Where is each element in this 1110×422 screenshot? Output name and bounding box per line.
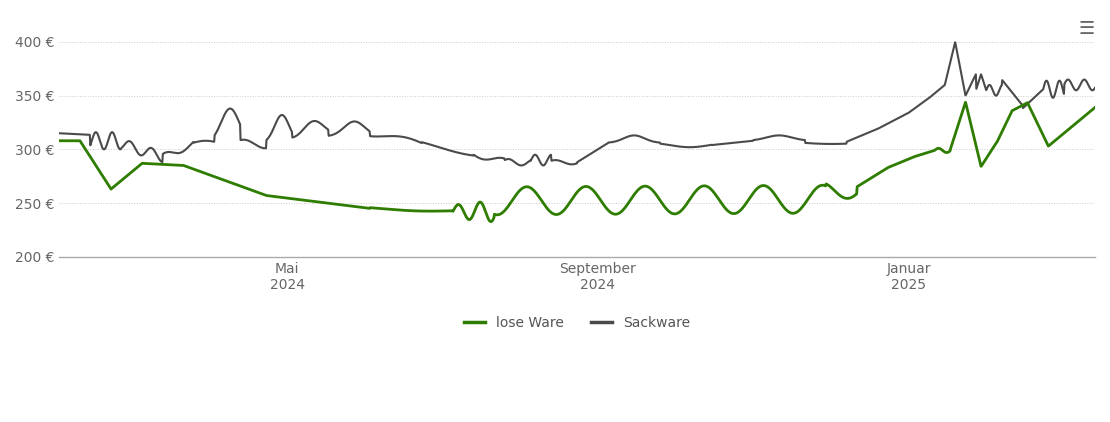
Legend: lose Ware, Sackware: lose Ware, Sackware <box>458 310 696 335</box>
Text: ☰: ☰ <box>1079 20 1094 38</box>
